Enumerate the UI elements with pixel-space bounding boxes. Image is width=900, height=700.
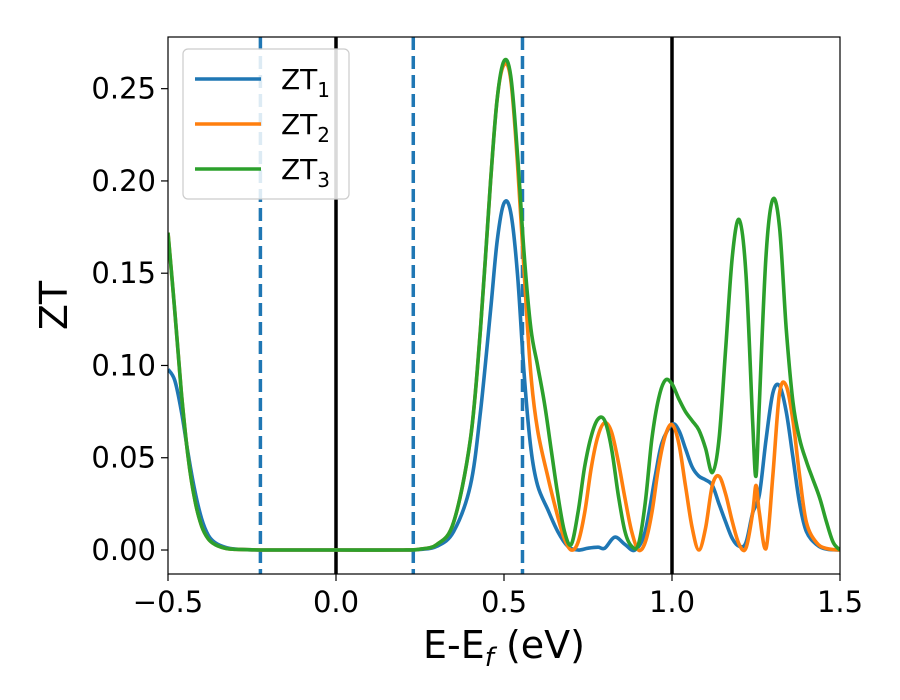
y-tick-label: 0.25 — [91, 72, 156, 106]
x-tick-label: 0.0 — [313, 585, 359, 619]
x-axis-label-units: (eV) — [494, 623, 585, 667]
x-tick-label: 1.0 — [649, 585, 695, 619]
legend: ZT1 ZT2 ZT3 — [182, 48, 350, 200]
legend-label-zt3: ZT3 — [281, 153, 330, 192]
legend-box — [182, 48, 350, 200]
series-line-zt3 — [168, 57, 840, 552]
legend-label-zt1: ZT1 — [281, 63, 330, 102]
x-tick-label: 0.5 — [481, 585, 527, 619]
y-tick-label: 0.00 — [91, 533, 156, 567]
x-axis-label: E-Ef (eV) — [423, 623, 585, 673]
x-axis-label-main: E-E — [423, 623, 485, 667]
y-tick-label: 0.05 — [91, 441, 156, 475]
y-tick-label: 0.20 — [91, 164, 156, 198]
x-tick-label: 1.5 — [817, 585, 863, 619]
y-tick-label: 0.10 — [91, 348, 156, 382]
x-tick-label: −0.5 — [133, 585, 203, 619]
y-axis-label: ZT — [32, 280, 76, 330]
y-tick-label: 0.15 — [91, 256, 156, 290]
legend-label-zt2: ZT2 — [281, 108, 330, 147]
